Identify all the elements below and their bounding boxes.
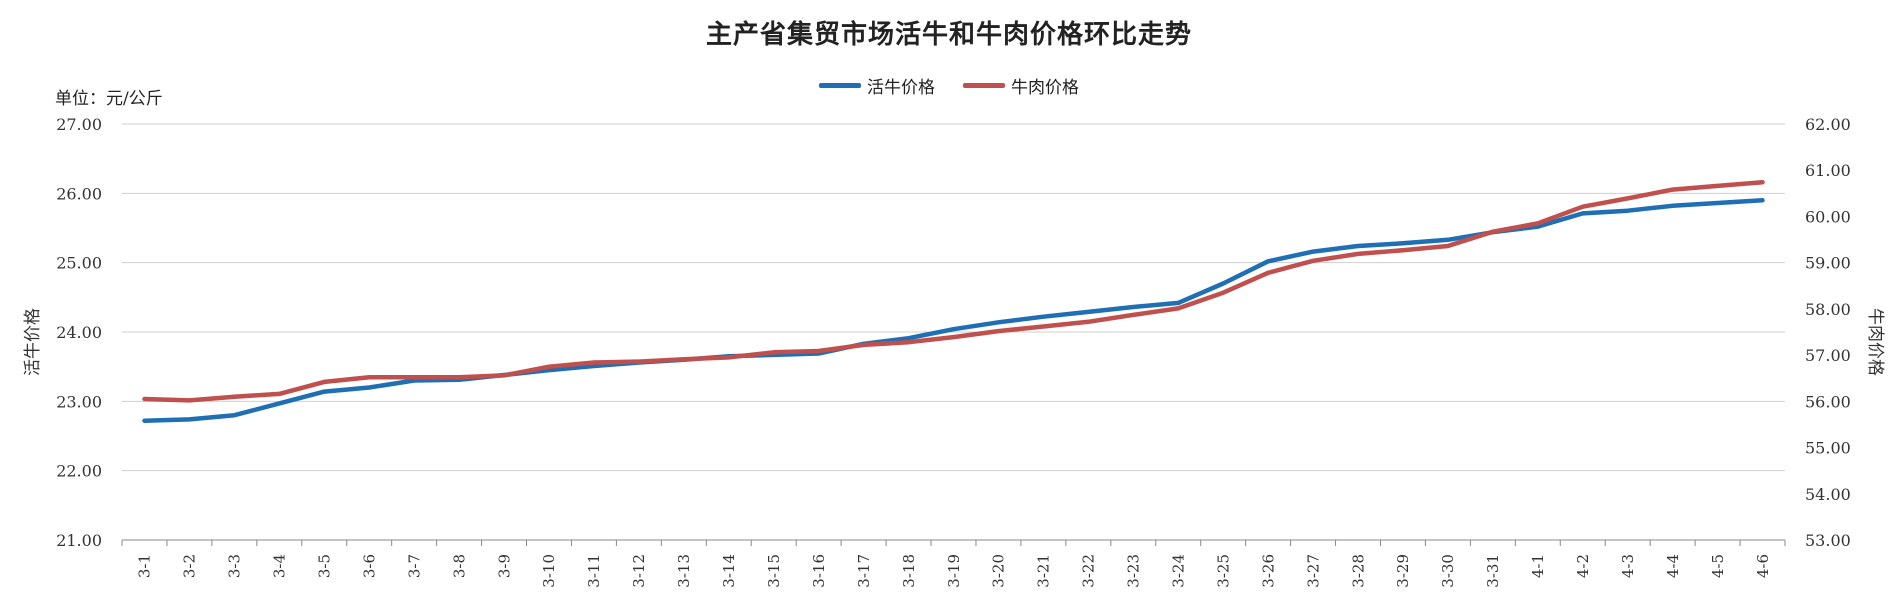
x-tick-label: 3-21 xyxy=(1035,554,1053,588)
y-right-tick-label: 62.00 xyxy=(1805,115,1851,134)
x-tick-label: 3-3 xyxy=(226,554,244,578)
x-tick-label: 3-17 xyxy=(855,554,873,588)
x-tick-label: 4-6 xyxy=(1754,554,1772,578)
x-tick-label: 4-4 xyxy=(1664,554,1682,578)
x-tick-label: 3-28 xyxy=(1349,554,1367,588)
series-line-beef xyxy=(142,179,1765,403)
y-right-tick-label: 53.00 xyxy=(1805,531,1851,550)
x-tick-label: 3-19 xyxy=(945,554,963,588)
unit-label: 单位：元/公斤 xyxy=(55,89,163,109)
y-right-tick-label: 61.00 xyxy=(1805,161,1851,180)
x-tick-label: 4-5 xyxy=(1709,554,1727,578)
x-tick-label: 4-1 xyxy=(1529,554,1547,578)
x-tick-label: 3-10 xyxy=(540,554,558,588)
y-left-tick-label: 21.00 xyxy=(56,531,102,550)
x-tick-label: 3-9 xyxy=(495,554,513,578)
x-tick-label: 3-16 xyxy=(810,554,828,588)
y-left-tick-label: 22.00 xyxy=(56,462,102,481)
y-left-tick-label: 23.00 xyxy=(56,392,102,411)
y-left-tick-label: 25.00 xyxy=(56,254,102,273)
legend-label-live-cattle: 活牛价格 xyxy=(867,78,935,98)
y-left-tick-label: 26.00 xyxy=(56,184,102,203)
x-tick-label: 3-20 xyxy=(990,554,1008,588)
x-tick-label: 3-27 xyxy=(1304,554,1322,588)
x-tick-label: 3-6 xyxy=(360,554,378,578)
x-tick-label: 3-23 xyxy=(1125,554,1143,588)
y-right-tick-label: 59.00 xyxy=(1805,254,1851,273)
y-right-tick-label: 58.00 xyxy=(1805,300,1851,319)
x-tick-label: 3-1 xyxy=(136,554,154,578)
x-tick-label: 4-2 xyxy=(1574,554,1592,578)
y-right-tick-label: 54.00 xyxy=(1805,485,1851,504)
legend: 活牛价格 牛肉价格 xyxy=(0,73,1898,98)
x-tick-label: 3-25 xyxy=(1214,554,1232,588)
legend-swatch-beef xyxy=(963,83,1005,88)
legend-swatch-live-cattle xyxy=(819,83,861,88)
x-tick-label: 3-11 xyxy=(585,554,603,588)
x-tick-label: 3-2 xyxy=(181,554,199,578)
y-right-tick-label: 56.00 xyxy=(1805,392,1851,411)
y-right-tick-label: 55.00 xyxy=(1805,439,1851,458)
x-tick-label: 3-4 xyxy=(271,554,289,578)
x-tick-label: 3-29 xyxy=(1394,554,1412,588)
x-tick-label: 3-7 xyxy=(405,554,423,578)
chart-title: 主产省集贸市场活牛和牛肉价格环比走势 xyxy=(705,20,1192,50)
y-left-axis-title: 活牛价格 xyxy=(23,308,43,376)
x-tick-label: 3-30 xyxy=(1439,554,1457,588)
legend-label-beef: 牛肉价格 xyxy=(1011,78,1079,98)
x-tick-label: 4-3 xyxy=(1619,554,1637,578)
x-tick-label: 3-15 xyxy=(765,554,783,588)
x-tick-label: 3-22 xyxy=(1080,554,1098,588)
y-left-tick-label: 24.00 xyxy=(56,323,102,342)
x-tick-label: 3-24 xyxy=(1169,554,1187,588)
legend-item-live-cattle: 活牛价格 xyxy=(819,73,935,98)
x-tick-label: 3-18 xyxy=(900,554,918,588)
y-right-tick-label: 60.00 xyxy=(1805,207,1851,226)
x-tick-label: 3-31 xyxy=(1484,554,1502,588)
x-tick-label: 3-26 xyxy=(1259,554,1277,588)
x-tick-label: 3-14 xyxy=(720,554,738,588)
x-tick-label: 3-13 xyxy=(675,554,693,588)
y-right-tick-label: 57.00 xyxy=(1805,346,1851,365)
y-right-axis-title: 牛肉价格 xyxy=(1865,308,1885,376)
x-tick-label: 3-12 xyxy=(630,554,648,588)
x-tick-label: 3-5 xyxy=(316,554,334,578)
legend-item-beef: 牛肉价格 xyxy=(963,73,1079,98)
y-left-tick-label: 27.00 xyxy=(56,115,102,134)
x-tick-label: 3-8 xyxy=(450,554,468,578)
series-line-live-cattle xyxy=(142,198,1765,423)
